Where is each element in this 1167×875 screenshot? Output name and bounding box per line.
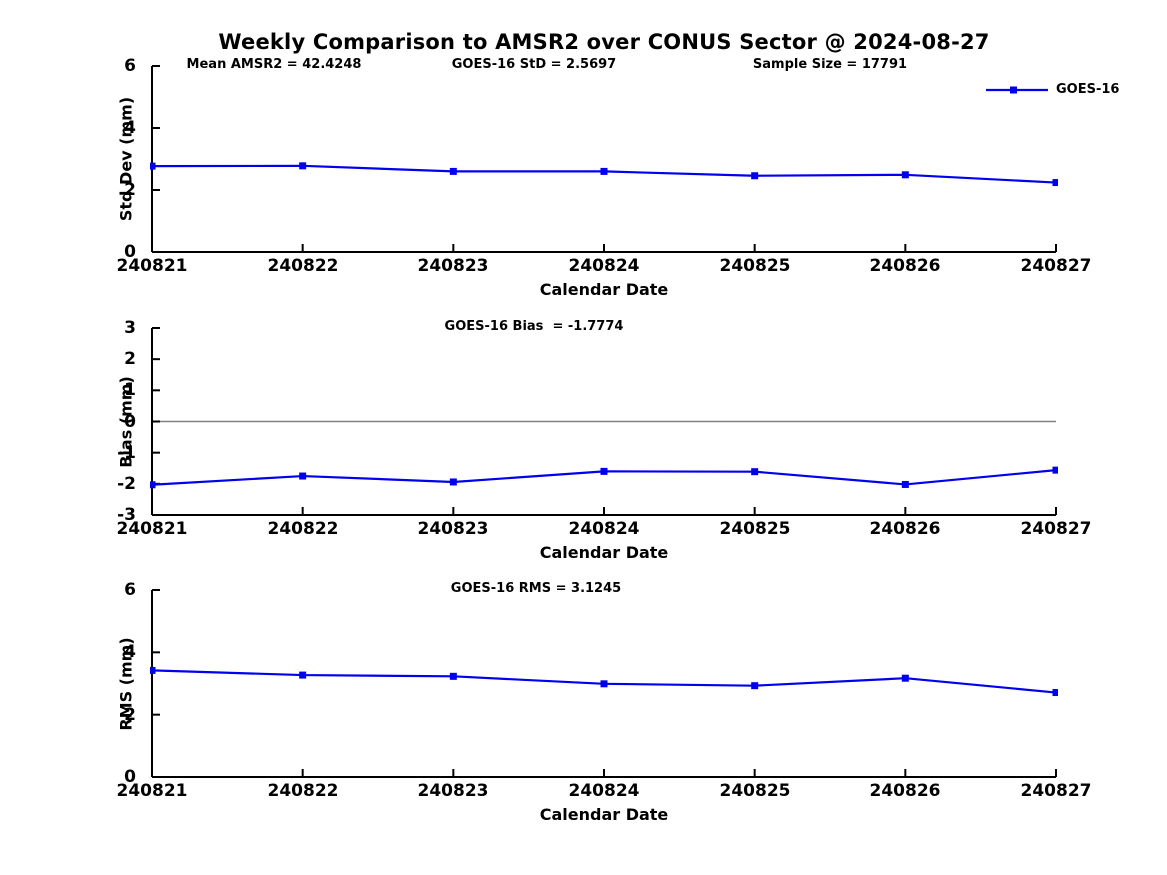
stddev-plot-area (150, 65, 1058, 253)
chart-title: Weekly Comparison to AMSR2 over CONUS Se… (218, 30, 990, 54)
y-tick-label: 2 (124, 180, 136, 200)
legend: GOES-16 (985, 82, 1119, 97)
bias-subplot: GOES-16 Bias = -1.7774 Bias (mm) -3 -2 -1 0… (0, 318, 1167, 568)
x-tick-label: 240825 (719, 256, 791, 276)
y-tick-label: 4 (124, 642, 136, 662)
rms-plot-area (150, 589, 1058, 778)
x-tick-label: 240826 (869, 519, 941, 539)
annotation-goes16-rms: GOES-16 RMS = 3.1245 (450, 581, 622, 596)
annotation-goes16-bias: GOES-16 Bias = -1.7774 (444, 319, 624, 334)
bias-x-axis-label: Calendar Date (539, 543, 669, 562)
stddev-y-axis-label: Std Dev (mm) (116, 96, 136, 222)
x-tick-label: 240822 (267, 781, 339, 801)
rms-x-axis-label: Calendar Date (539, 805, 669, 824)
bias-plot-area (150, 327, 1058, 516)
x-tick-label: 240823 (417, 256, 489, 276)
x-tick-label: 240824 (568, 781, 640, 801)
x-tick-label: 240827 (1020, 781, 1092, 801)
x-tick-label: 240822 (267, 519, 339, 539)
x-tick-label: 240826 (869, 256, 941, 276)
y-tick-label: -1 (117, 443, 136, 463)
x-tick-label: 240827 (1020, 519, 1092, 539)
y-tick-label: 2 (124, 705, 136, 725)
x-tick-label: 240824 (568, 256, 640, 276)
y-tick-label: 0 (124, 242, 136, 262)
x-tick-label: 240822 (267, 256, 339, 276)
stddev-x-axis-label: Calendar Date (539, 280, 669, 299)
legend-label: GOES-16 (1056, 82, 1120, 97)
y-tick-label: 6 (124, 580, 136, 600)
x-tick-label: 240823 (417, 519, 489, 539)
x-tick-label: 240825 (719, 519, 791, 539)
y-tick-label: 1 (124, 380, 136, 400)
x-tick-label: 240823 (417, 781, 489, 801)
x-tick-label: 240826 (869, 781, 941, 801)
annotation-mean-amsr2: Mean AMSR2 = 42.4248 (186, 57, 362, 72)
y-tick-label: -3 (117, 505, 136, 525)
x-tick-label: 240821 (116, 781, 188, 801)
y-tick-label: 4 (124, 118, 136, 138)
x-tick-label: 240827 (1020, 256, 1092, 276)
y-tick-label: -2 (117, 474, 136, 494)
stddev-subplot: Mean AMSR2 = 42.4248 GOES-16 StD = 2.569… (0, 56, 1167, 306)
y-tick-label: 0 (124, 767, 136, 787)
y-tick-label: 6 (124, 56, 136, 76)
x-tick-label: 240821 (116, 256, 188, 276)
y-tick-label: 0 (124, 412, 136, 432)
annotation-sample-size: Sample Size = 17791 (752, 57, 908, 72)
annotation-goes16-std: GOES-16 StD = 2.5697 (451, 57, 617, 72)
x-tick-label: 240825 (719, 781, 791, 801)
x-tick-label: 240821 (116, 519, 188, 539)
x-tick-label: 240824 (568, 519, 640, 539)
y-tick-label: 3 (124, 318, 136, 338)
legend-line-marker-icon (986, 86, 1048, 93)
y-tick-label: 2 (124, 349, 136, 369)
